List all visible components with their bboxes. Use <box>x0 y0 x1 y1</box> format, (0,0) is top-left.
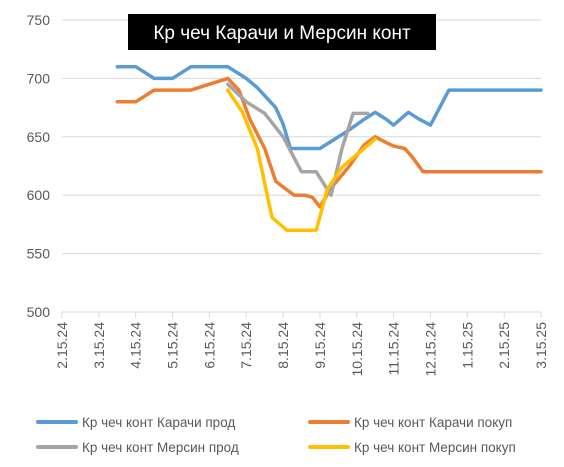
gridlines <box>62 19 541 313</box>
y-axis-ticks: 500 550 600 650 700 750 <box>27 12 51 320</box>
legend-item: Кр чеч конт Мерсин прод <box>36 440 239 455</box>
x-tick-label: 2.15.25 <box>496 322 512 369</box>
x-axis-ticks: 2.15.24 3.15.24 4.15.24 5.15.24 6.15.24 7.15.… <box>54 312 549 377</box>
x-tick-label: 9.15.24 <box>312 322 328 369</box>
x-tick-label: 10.15.24 <box>349 322 365 377</box>
legend: Кр чеч конт Карачи прод Кр чеч конт Карач… <box>36 415 516 455</box>
x-tick-label: 3.15.24 <box>91 322 107 369</box>
x-tick-label: 7.15.24 <box>238 322 254 369</box>
series-lines <box>115 64 543 232</box>
legend-label: Кр чеч конт Мерсин прод <box>82 440 239 455</box>
legend-item: Кр чеч конт Мерсин покуп <box>308 440 516 455</box>
x-tick-label: 3.15.25 <box>533 322 549 369</box>
chart-title-background <box>128 14 436 50</box>
x-tick-label: 2.15.24 <box>54 322 70 369</box>
x-tick-label: 6.15.24 <box>201 322 217 369</box>
y-tick-label: 600 <box>27 187 51 203</box>
x-tick-label: 1.15.25 <box>459 322 475 369</box>
series-line-3 <box>226 82 370 197</box>
y-tick-label: 750 <box>27 12 51 28</box>
legend-item: Кр чеч конт Карачи покуп <box>308 415 512 430</box>
x-tick-label: 8.15.24 <box>275 322 291 369</box>
y-tick-label: 550 <box>27 246 51 262</box>
x-tick-label: 5.15.24 <box>165 322 181 369</box>
series-line-1 <box>115 64 543 151</box>
x-tick-label: 11.15.24 <box>386 322 402 376</box>
series-line-4 <box>226 88 377 232</box>
legend-label: Кр чеч конт Карачи покуп <box>354 415 512 430</box>
chart-title: Кр чеч Карачи и Мерсин конт <box>128 14 436 50</box>
legend-label: Кр чеч конт Карачи прод <box>82 415 235 430</box>
legend-item: Кр чеч конт Карачи прод <box>36 415 235 430</box>
y-tick-label: 650 <box>27 129 51 145</box>
y-tick-label: 500 <box>27 304 51 320</box>
legend-label: Кр чеч конт Мерсин покуп <box>354 440 516 455</box>
y-tick-label: 700 <box>27 70 51 86</box>
chart-title-text: Кр чеч Карачи и Мерсин конт <box>153 23 411 44</box>
x-tick-label: 4.15.24 <box>128 322 144 369</box>
x-tick-label: 12.15.24 <box>422 322 438 377</box>
